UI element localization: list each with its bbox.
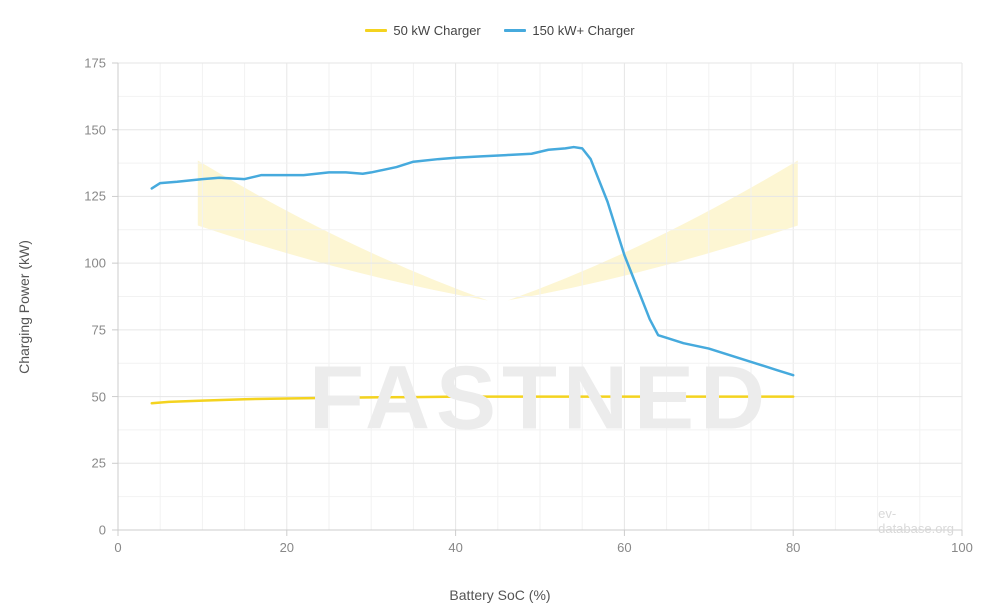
y-tick-label: 150	[84, 122, 106, 137]
y-tick-label: 0	[99, 523, 106, 538]
x-tick-label: 60	[617, 540, 631, 555]
x-tick-label: 100	[951, 540, 973, 555]
y-tick-label: 50	[92, 389, 106, 404]
chart-svg	[0, 0, 1000, 613]
x-tick-label: 20	[280, 540, 294, 555]
chart-container: 50 kW Charger 150 kW+ Charger Charging P…	[0, 0, 1000, 613]
y-tick-label: 100	[84, 256, 106, 271]
y-tick-label: 125	[84, 189, 106, 204]
x-tick-label: 80	[786, 540, 800, 555]
y-tick-label: 175	[84, 56, 106, 71]
x-tick-label: 0	[114, 540, 121, 555]
x-tick-label: 40	[448, 540, 462, 555]
y-tick-label: 75	[92, 322, 106, 337]
y-tick-label: 25	[92, 456, 106, 471]
credit-text: ev-database.org	[878, 506, 954, 536]
